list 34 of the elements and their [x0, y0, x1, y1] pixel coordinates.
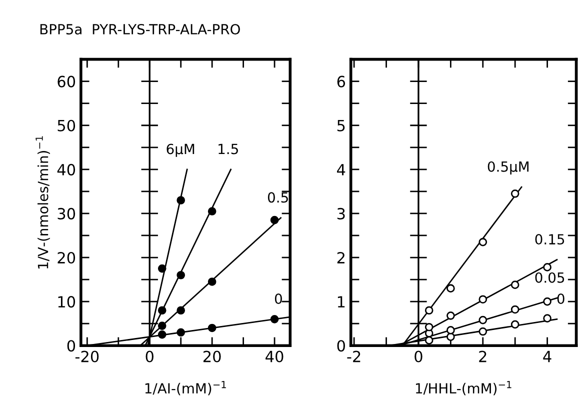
x-tick-label: -20 — [75, 350, 99, 362]
y-tick-label: 50 — [58, 120, 76, 132]
y-tick-label: 2 — [337, 252, 344, 264]
annotation: 0.05 — [535, 272, 564, 283]
x-tick-label: 40 — [266, 350, 284, 362]
x-axis-title: 1/AI-(mM)$^{−1}$ — [145, 380, 226, 396]
annotation: 0 — [557, 293, 564, 304]
x-tick-label: 20 — [203, 350, 221, 362]
x-tick-label: 0 — [146, 350, 154, 362]
y-tick-label: 0 — [67, 340, 76, 352]
x-tick-label: 4 — [543, 350, 552, 362]
annotation: 0 — [274, 293, 282, 304]
y-axis-title: 1/V-(nmoles/min)$^{−1}$ — [36, 136, 50, 268]
chart-title: BPP5a PYR-LYS-TRP-ALA-PRO — [40, 24, 240, 34]
y-tick-label: 60 — [58, 76, 76, 88]
x-tick-label: 2 — [479, 350, 486, 362]
y-tick-label: 1 — [338, 296, 345, 308]
x-axis-title: 1/HHL-(mM)$^{−1}$ — [416, 380, 512, 396]
y-tick-label: 3 — [337, 208, 345, 220]
y-tick-label: 40 — [57, 164, 76, 176]
y-tick-label: 10 — [58, 296, 76, 308]
y-tick-label: 4 — [337, 164, 346, 176]
y-tick-label: 20 — [58, 252, 76, 264]
y-tick-label: 6 — [337, 76, 346, 88]
annotation: 0.5 — [268, 192, 288, 203]
annotation: 1.5 — [218, 144, 238, 154]
annotation: 0.5μM — [488, 161, 528, 175]
x-tick-label: 0 — [414, 350, 422, 362]
annotation: 0.15 — [535, 234, 564, 245]
y-tick-label: 0 — [337, 340, 345, 352]
annotation: 6μM — [166, 144, 194, 157]
x-tick-label: -2 — [347, 350, 360, 362]
y-tick-label: 30 — [58, 208, 76, 220]
y-tick-label: 5 — [337, 120, 345, 132]
